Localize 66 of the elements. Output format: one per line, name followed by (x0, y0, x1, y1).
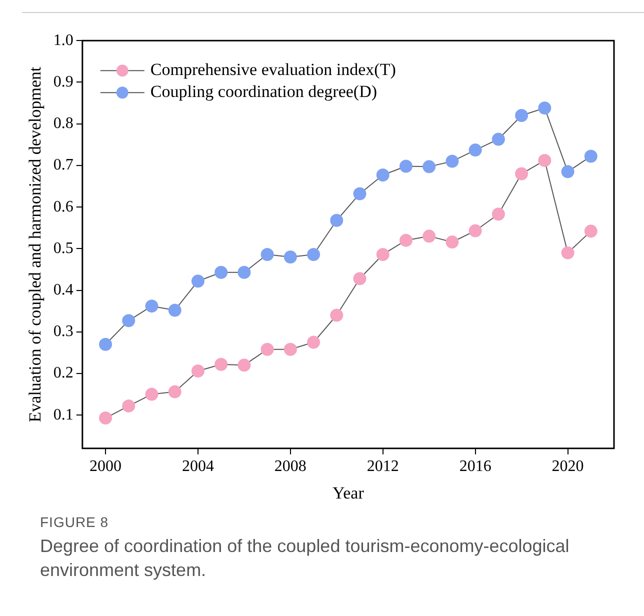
point (446, 154, 459, 168)
point (468, 224, 482, 238)
point (168, 304, 182, 317)
point (376, 168, 390, 182)
y-tick-label: 0.8 (53, 115, 74, 132)
point (538, 102, 552, 115)
point (122, 399, 136, 412)
text: Degree of coordination of the coupled tourism-economy-ecological environment system. (40, 535, 570, 582)
point (122, 314, 136, 328)
y-tick-label: 0.9 (53, 73, 74, 90)
point (260, 342, 274, 356)
point (214, 266, 228, 279)
x-tick-label: 2020 (552, 458, 584, 476)
point (238, 266, 251, 279)
point (214, 358, 228, 371)
y-tick-label: 0.7 (53, 156, 74, 174)
x-tick-label: 2004 (182, 458, 214, 476)
point (99, 338, 112, 351)
point (515, 167, 528, 180)
point (145, 300, 158, 313)
y-tick-label: 0.1 (53, 406, 74, 424)
point (353, 272, 366, 286)
point (492, 208, 505, 221)
point (330, 214, 344, 227)
point (307, 248, 320, 261)
x-tick-label: 2000 (90, 458, 122, 476)
point (584, 150, 598, 163)
point (191, 364, 204, 378)
point (422, 230, 436, 243)
x-tick-label: 2016 (459, 458, 492, 476)
point (307, 336, 320, 349)
point (446, 236, 459, 249)
point (561, 165, 574, 178)
point (284, 250, 297, 264)
point (238, 358, 251, 372)
point (468, 144, 482, 157)
text: FIGURE 8 (40, 514, 110, 530)
x-tick-label: 2008 (274, 458, 306, 476)
y-tick-label: 0.4 (53, 281, 74, 298)
legend-label: Coupling coordination degree(D) (150, 82, 378, 102)
point (191, 274, 204, 288)
point (399, 234, 412, 247)
point (260, 248, 274, 261)
point (284, 342, 297, 356)
point (330, 308, 344, 322)
point (353, 187, 366, 200)
x-tick-label: 2012 (366, 458, 399, 476)
point (584, 224, 598, 238)
point (376, 248, 390, 261)
point (422, 160, 436, 174)
y-tick-label: 0.6 (53, 198, 74, 216)
point (492, 132, 505, 146)
y-tick-label: 1.0 (53, 32, 74, 49)
y-tick-label: 0.3 (53, 323, 74, 340)
legend-label: Comprehensive evaluation index(T) (150, 60, 396, 80)
point (399, 160, 412, 173)
point (168, 385, 182, 398)
point (99, 412, 112, 425)
point (515, 109, 528, 122)
y-axis-title: Evaluation of coupled and harmonized development (26, 66, 45, 422)
point (538, 154, 552, 167)
point (561, 246, 574, 260)
y-tick-label: 0.5 (53, 240, 74, 257)
x-axis-title: Year (332, 483, 364, 502)
y-tick-label: 0.2 (53, 364, 74, 382)
point (145, 388, 158, 401)
